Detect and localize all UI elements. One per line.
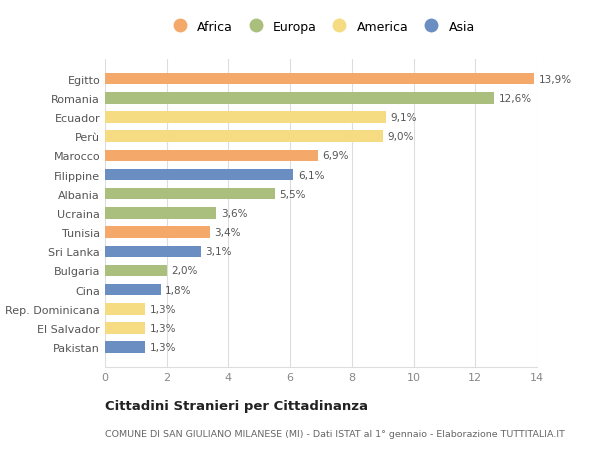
- Text: 12,6%: 12,6%: [499, 94, 532, 104]
- Text: 2,0%: 2,0%: [172, 266, 198, 276]
- Text: 1,3%: 1,3%: [150, 323, 176, 333]
- Text: 9,0%: 9,0%: [388, 132, 414, 142]
- Bar: [105, 284, 161, 296]
- Bar: [105, 246, 200, 257]
- Bar: [105, 207, 216, 219]
- Legend: Africa, Europa, America, Asia: Africa, Europa, America, Asia: [164, 18, 478, 36]
- Bar: [105, 342, 145, 353]
- Text: 1,3%: 1,3%: [150, 304, 176, 314]
- Text: Cittadini Stranieri per Cittadinanza: Cittadini Stranieri per Cittadinanza: [105, 399, 368, 412]
- Bar: [105, 131, 383, 143]
- Text: 1,8%: 1,8%: [165, 285, 191, 295]
- Bar: [105, 189, 275, 200]
- Text: 3,6%: 3,6%: [221, 208, 247, 218]
- Text: 6,9%: 6,9%: [323, 151, 349, 161]
- Bar: [105, 150, 318, 162]
- Text: 6,1%: 6,1%: [298, 170, 325, 180]
- Text: 3,4%: 3,4%: [215, 228, 241, 238]
- Bar: [105, 265, 167, 277]
- Text: 13,9%: 13,9%: [539, 74, 572, 84]
- Bar: [105, 93, 494, 104]
- Bar: [105, 169, 293, 181]
- Text: COMUNE DI SAN GIULIANO MILANESE (MI) - Dati ISTAT al 1° gennaio - Elaborazione T: COMUNE DI SAN GIULIANO MILANESE (MI) - D…: [105, 429, 565, 438]
- Bar: [105, 227, 210, 238]
- Text: 9,1%: 9,1%: [391, 113, 417, 123]
- Bar: [105, 112, 386, 123]
- Bar: [105, 323, 145, 334]
- Text: 3,1%: 3,1%: [205, 247, 232, 257]
- Bar: [105, 303, 145, 315]
- Text: 5,5%: 5,5%: [280, 189, 306, 199]
- Bar: [105, 73, 534, 85]
- Text: 1,3%: 1,3%: [150, 342, 176, 353]
